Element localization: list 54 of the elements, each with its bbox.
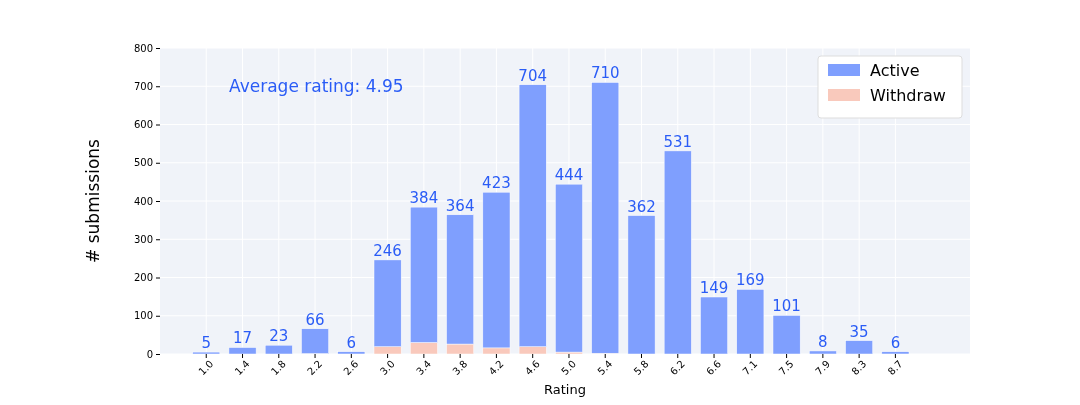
total-label: 35 bbox=[849, 322, 869, 341]
total-label: 6 bbox=[890, 333, 901, 352]
y-tick-label: 400 bbox=[133, 195, 153, 207]
x-tick-label: 2.6 bbox=[341, 358, 361, 378]
x-tick-label: 5.8 bbox=[631, 358, 651, 378]
y-tick-label: 100 bbox=[133, 310, 153, 322]
x-tick-label: 7.1 bbox=[740, 358, 760, 378]
total-label: 444 bbox=[554, 166, 584, 185]
x-tick-label: 2.2 bbox=[305, 358, 325, 378]
x-tick-label: 8.7 bbox=[885, 358, 905, 378]
total-label: 66 bbox=[305, 310, 325, 329]
total-label: 704 bbox=[518, 66, 548, 85]
y-axis-title: # submissions bbox=[83, 138, 103, 263]
y-tick-label: 800 bbox=[133, 42, 153, 54]
x-tick-label: 1.4 bbox=[232, 358, 252, 378]
total-label: 149 bbox=[699, 279, 729, 298]
x-tick-label: 7.9 bbox=[813, 358, 833, 378]
legend-label: Withdraw bbox=[870, 86, 946, 105]
total-label: 5 bbox=[201, 334, 212, 353]
total-label: 17 bbox=[232, 329, 253, 348]
x-tick-label: 3.0 bbox=[377, 358, 397, 378]
x-tick-label: 5.0 bbox=[559, 358, 579, 378]
total-label: 6 bbox=[346, 333, 357, 352]
total-label: 169 bbox=[736, 271, 765, 290]
x-tick-label: 3.8 bbox=[450, 358, 470, 378]
total-label: 362 bbox=[627, 197, 656, 216]
x-axis-title: Rating bbox=[544, 382, 586, 397]
x-tick-label: 8.3 bbox=[849, 358, 869, 378]
total-label: 384 bbox=[409, 189, 439, 208]
legend-label: Active bbox=[870, 61, 920, 80]
total-label: 364 bbox=[445, 196, 475, 215]
x-tick-label: 3.4 bbox=[414, 358, 434, 378]
y-tick-label: 700 bbox=[133, 80, 153, 92]
x-tick-label: 6.6 bbox=[704, 358, 724, 378]
x-tick-label: 1.8 bbox=[268, 358, 288, 378]
y-tick-label: 600 bbox=[133, 119, 153, 131]
x-tick-label: 7.5 bbox=[776, 358, 796, 378]
total-label: 246 bbox=[373, 241, 402, 260]
total-label: 423 bbox=[482, 174, 511, 193]
total-label: 23 bbox=[269, 327, 289, 346]
y-tick-label: 200 bbox=[133, 272, 153, 284]
total-label: 101 bbox=[772, 297, 801, 316]
x-tick-label: 6.2 bbox=[667, 358, 687, 378]
x-tick-label: 5.4 bbox=[595, 358, 615, 378]
total-label: 531 bbox=[663, 132, 693, 151]
y-tick-label: 500 bbox=[133, 157, 153, 169]
total-label: 8 bbox=[818, 332, 828, 351]
y-tick-label: 300 bbox=[133, 233, 153, 245]
x-tick-label: 4.2 bbox=[486, 358, 506, 378]
annotation: Average rating: 4.95 bbox=[229, 76, 404, 97]
x-tick-label: 1.0 bbox=[196, 358, 216, 378]
y-tick-label: 0 bbox=[146, 348, 153, 360]
total-label: 710 bbox=[590, 64, 620, 83]
x-tick-label: 4.6 bbox=[522, 358, 542, 378]
